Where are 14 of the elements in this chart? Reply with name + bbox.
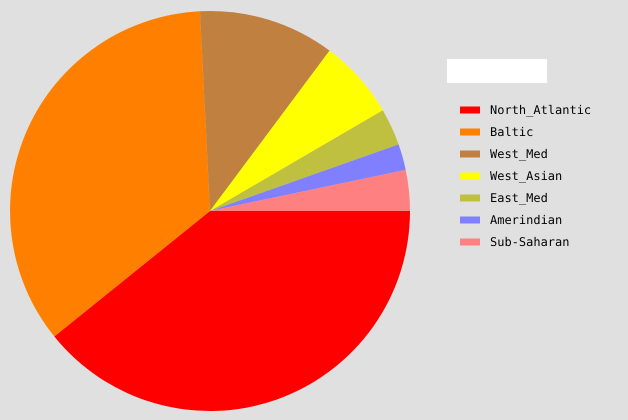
legend-label: Sub-Saharan <box>490 235 570 249</box>
legend-label: West_Med <box>490 147 548 161</box>
legend-label: West_Asian <box>490 169 562 183</box>
pie-slice <box>54 211 410 411</box>
pie-slice <box>210 50 383 211</box>
pie-slice <box>210 144 406 211</box>
pie-slice <box>10 11 210 337</box>
legend-label: Amerindian <box>490 213 562 227</box>
pie-slice <box>200 11 330 211</box>
legend-label: North_Atlantic <box>490 103 592 117</box>
pie-slice <box>210 110 399 211</box>
pie-slice <box>210 170 410 211</box>
legend-label: Baltic <box>490 125 534 139</box>
legend-label: East_Med <box>490 191 548 205</box>
